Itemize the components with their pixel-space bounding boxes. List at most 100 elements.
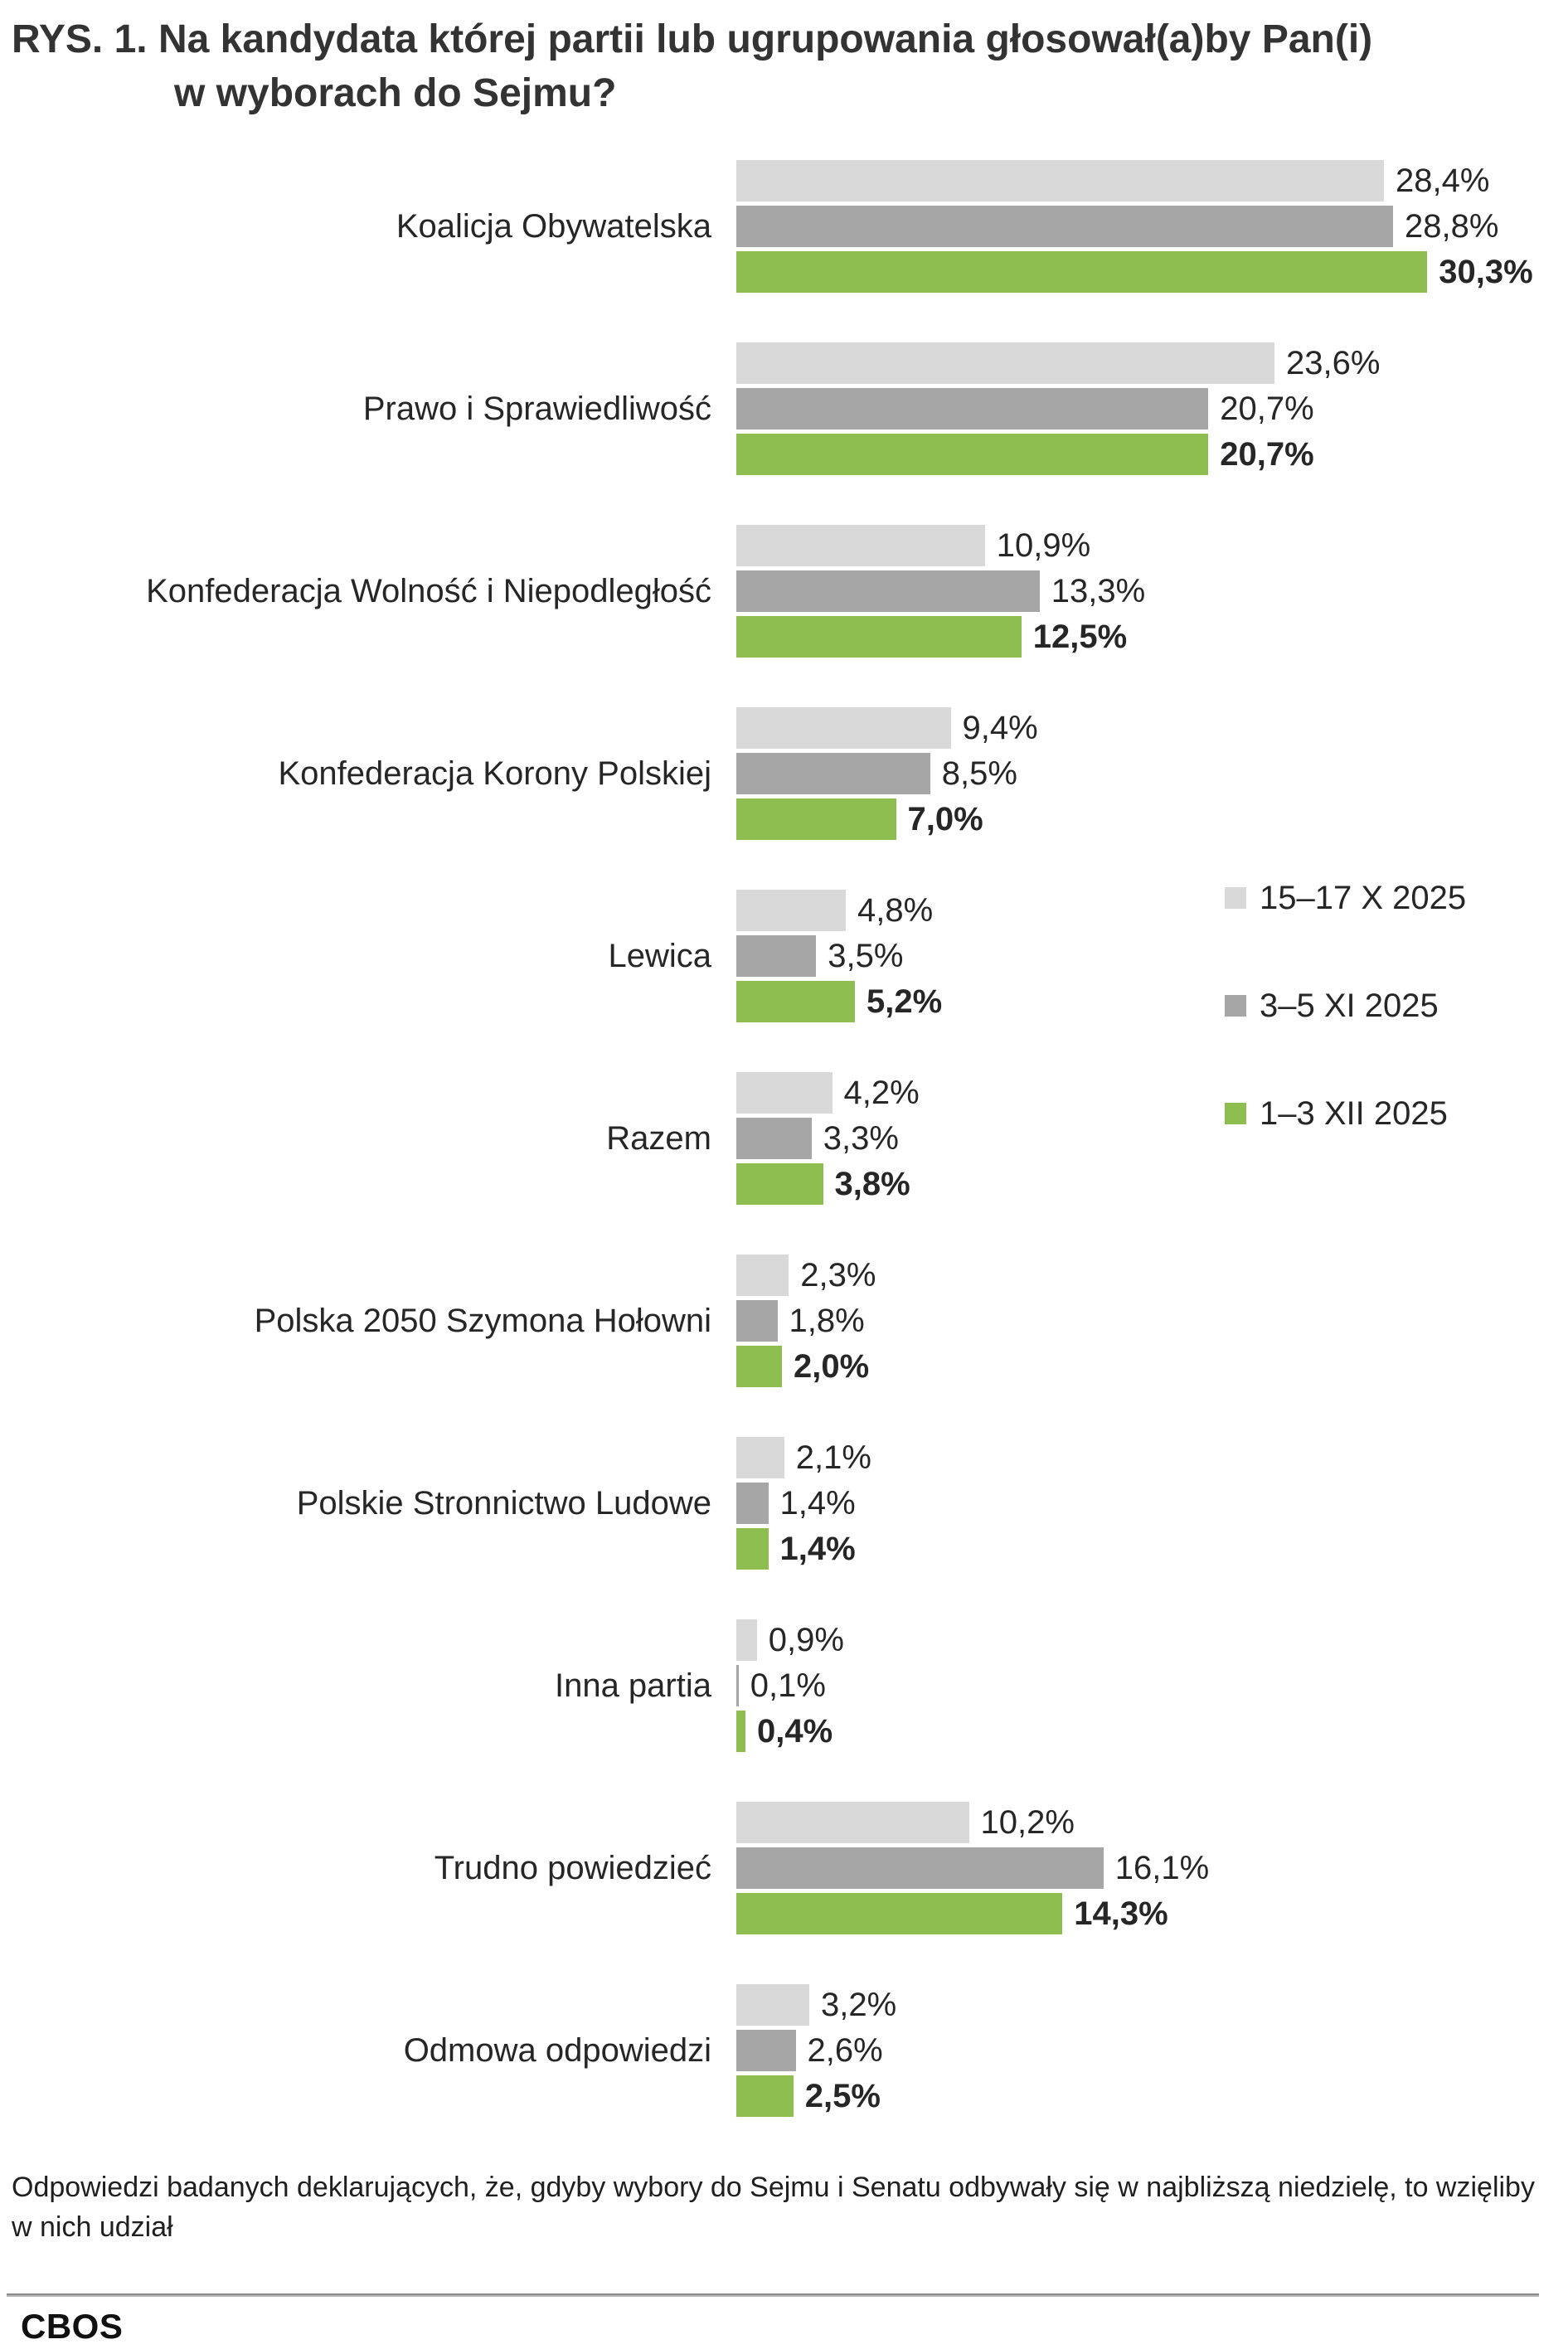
value-label: 10,2% (980, 1803, 1075, 1841)
bars-column: 10,9% 13,3% 12,5% (736, 525, 1145, 658)
bar (736, 1619, 757, 1661)
value-label: 20,7% (1220, 390, 1314, 427)
value-label: 16,1% (1114, 1849, 1210, 1886)
bar-row: 23,6% (736, 342, 1380, 384)
bar (736, 1255, 789, 1296)
value-label: 20,7% (1220, 435, 1314, 473)
value-label: 0,9% (768, 1621, 844, 1658)
bar-row: 13,3% (736, 570, 1145, 612)
bar (736, 388, 1209, 430)
value-label: 3,2% (821, 1986, 897, 2023)
bar (736, 753, 930, 794)
bar (736, 251, 1428, 293)
value-label: 12,5% (1032, 618, 1128, 655)
chart-title-line1: RYS. 1. Na kandydata której partii lub u… (12, 17, 1373, 61)
bar-group: Inna partia 0,9% 0,1% 0,4% (0, 1619, 1568, 1752)
legend-label: 1–3 XII 2025 (1260, 1094, 1448, 1132)
value-label: 28,4% (1396, 162, 1490, 199)
value-label: 2,0% (794, 1347, 870, 1385)
bar (736, 342, 1274, 384)
bar (736, 981, 855, 1022)
bar-row: 4,2% (736, 1072, 920, 1114)
bar-group: Razem 4,2% 3,3% 3,8% (0, 1072, 1568, 1205)
bar (736, 616, 1022, 658)
chart-footnote: Odpowiedzi badanych deklarujących, że, g… (12, 2172, 1535, 2244)
bar-row: 5,2% (736, 981, 942, 1022)
bar (736, 1802, 969, 1843)
bar (736, 206, 1393, 247)
bars-column: 2,3% 1,8% 2,0% (736, 1255, 876, 1387)
bar-row: 3,2% (736, 1984, 896, 2026)
value-label: 7,0% (907, 800, 983, 837)
bar-row: 14,3% (736, 1893, 1209, 1934)
cbos-logo: CBOS (21, 2307, 124, 2346)
bar-row: 9,4% (736, 707, 1038, 749)
bar-group: Trudno powiedzieć 10,2% 16,1% 14,3% (0, 1802, 1568, 1934)
value-label: 1,4% (779, 1484, 856, 1522)
bar (736, 434, 1209, 475)
bar (736, 1346, 782, 1387)
value-label: 3,8% (834, 1165, 910, 1202)
value-label: 9,4% (962, 709, 1038, 746)
bar-row: 20,7% (736, 434, 1380, 475)
bar (736, 160, 1384, 201)
bar (736, 1893, 1063, 1934)
value-label: 30,3% (1439, 253, 1533, 290)
value-label: 5,2% (867, 983, 943, 1020)
bar (736, 1072, 833, 1114)
chart-title: RYS. 1. Na kandydata której partii lub u… (12, 13, 1372, 121)
bar-row: 2,3% (736, 1255, 876, 1296)
category-label: Koalicja Obywatelska (396, 208, 711, 245)
bar-row: 2,1% (736, 1437, 871, 1478)
bar-row: 28,8% (736, 206, 1533, 247)
category-label: Inna partia (554, 1667, 711, 1704)
bar-row: 0,9% (736, 1619, 844, 1661)
category-label: Razem (606, 1120, 711, 1157)
bar-row: 2,5% (736, 2075, 896, 2117)
bar-group: Odmowa odpowiedzi 3,2% 2,6% 2,5% (0, 1984, 1568, 2117)
category-label: Polska 2050 Szymona Hołowni (254, 1303, 711, 1339)
bars-column: 10,2% 16,1% 14,3% (736, 1802, 1209, 1934)
bar (736, 1437, 784, 1478)
bars-column: 4,8% 3,5% 5,2% (736, 890, 942, 1022)
value-label: 0,1% (750, 1667, 826, 1704)
footer-divider (7, 2293, 1539, 2297)
bar-row: 1,8% (736, 1300, 876, 1342)
bars-column: 9,4% 8,5% 7,0% (736, 707, 1038, 840)
value-label: 13,3% (1051, 572, 1146, 609)
bar-row: 0,4% (736, 1711, 844, 1752)
bar-row: 3,8% (736, 1163, 920, 1205)
chart-legend: 15–17 X 2025 3–5 XI 2025 1–3 XII 2025 (1225, 877, 1466, 1201)
bar (736, 525, 985, 566)
value-label: 4,2% (843, 1074, 920, 1111)
bar-row: 0,1% (736, 1665, 844, 1706)
bars-column: 28,4% 28,8% 30,3% (736, 160, 1533, 293)
bar-group: Lewica 4,8% 3,5% 5,2% (0, 890, 1568, 1022)
bar-row: 12,5% (736, 616, 1145, 658)
category-label: Polskie Stronnictwo Ludowe (296, 1485, 711, 1522)
value-label: 10,9% (996, 527, 1091, 564)
legend-swatch-icon (1225, 995, 1246, 1017)
bars-column: 2,1% 1,4% 1,4% (736, 1437, 871, 1570)
bar (736, 798, 896, 840)
bar-row: 10,2% (736, 1802, 1209, 1843)
bar-row: 28,4% (736, 160, 1533, 201)
category-label: Konfederacja Wolność i Niepodległość (146, 573, 711, 609)
category-label: Odmowa odpowiedzi (403, 2032, 711, 2069)
value-label: 3,5% (828, 937, 904, 974)
bar-row: 7,0% (736, 798, 1038, 840)
bar-row: 3,3% (736, 1118, 920, 1159)
bar (736, 2075, 794, 2117)
bar-group: Prawo i Sprawiedliwość 23,6% 20,7% 20,7% (0, 342, 1568, 475)
bar (736, 1300, 778, 1342)
bar (736, 1847, 1104, 1889)
bar (736, 1711, 745, 1752)
bar-group: Konfederacja Korony Polskiej 9,4% 8,5% 7,0% (0, 707, 1568, 840)
bar-row: 4,8% (736, 890, 942, 931)
bar (736, 1984, 809, 2026)
bar-row: 8,5% (736, 753, 1038, 794)
bar-group: Koalicja Obywatelska 28,4% 28,8% 30,3% (0, 160, 1568, 293)
legend-item: 1–3 XII 2025 (1225, 1093, 1466, 1134)
value-label: 2,5% (804, 2077, 881, 2114)
bar-row: 20,7% (736, 388, 1380, 430)
